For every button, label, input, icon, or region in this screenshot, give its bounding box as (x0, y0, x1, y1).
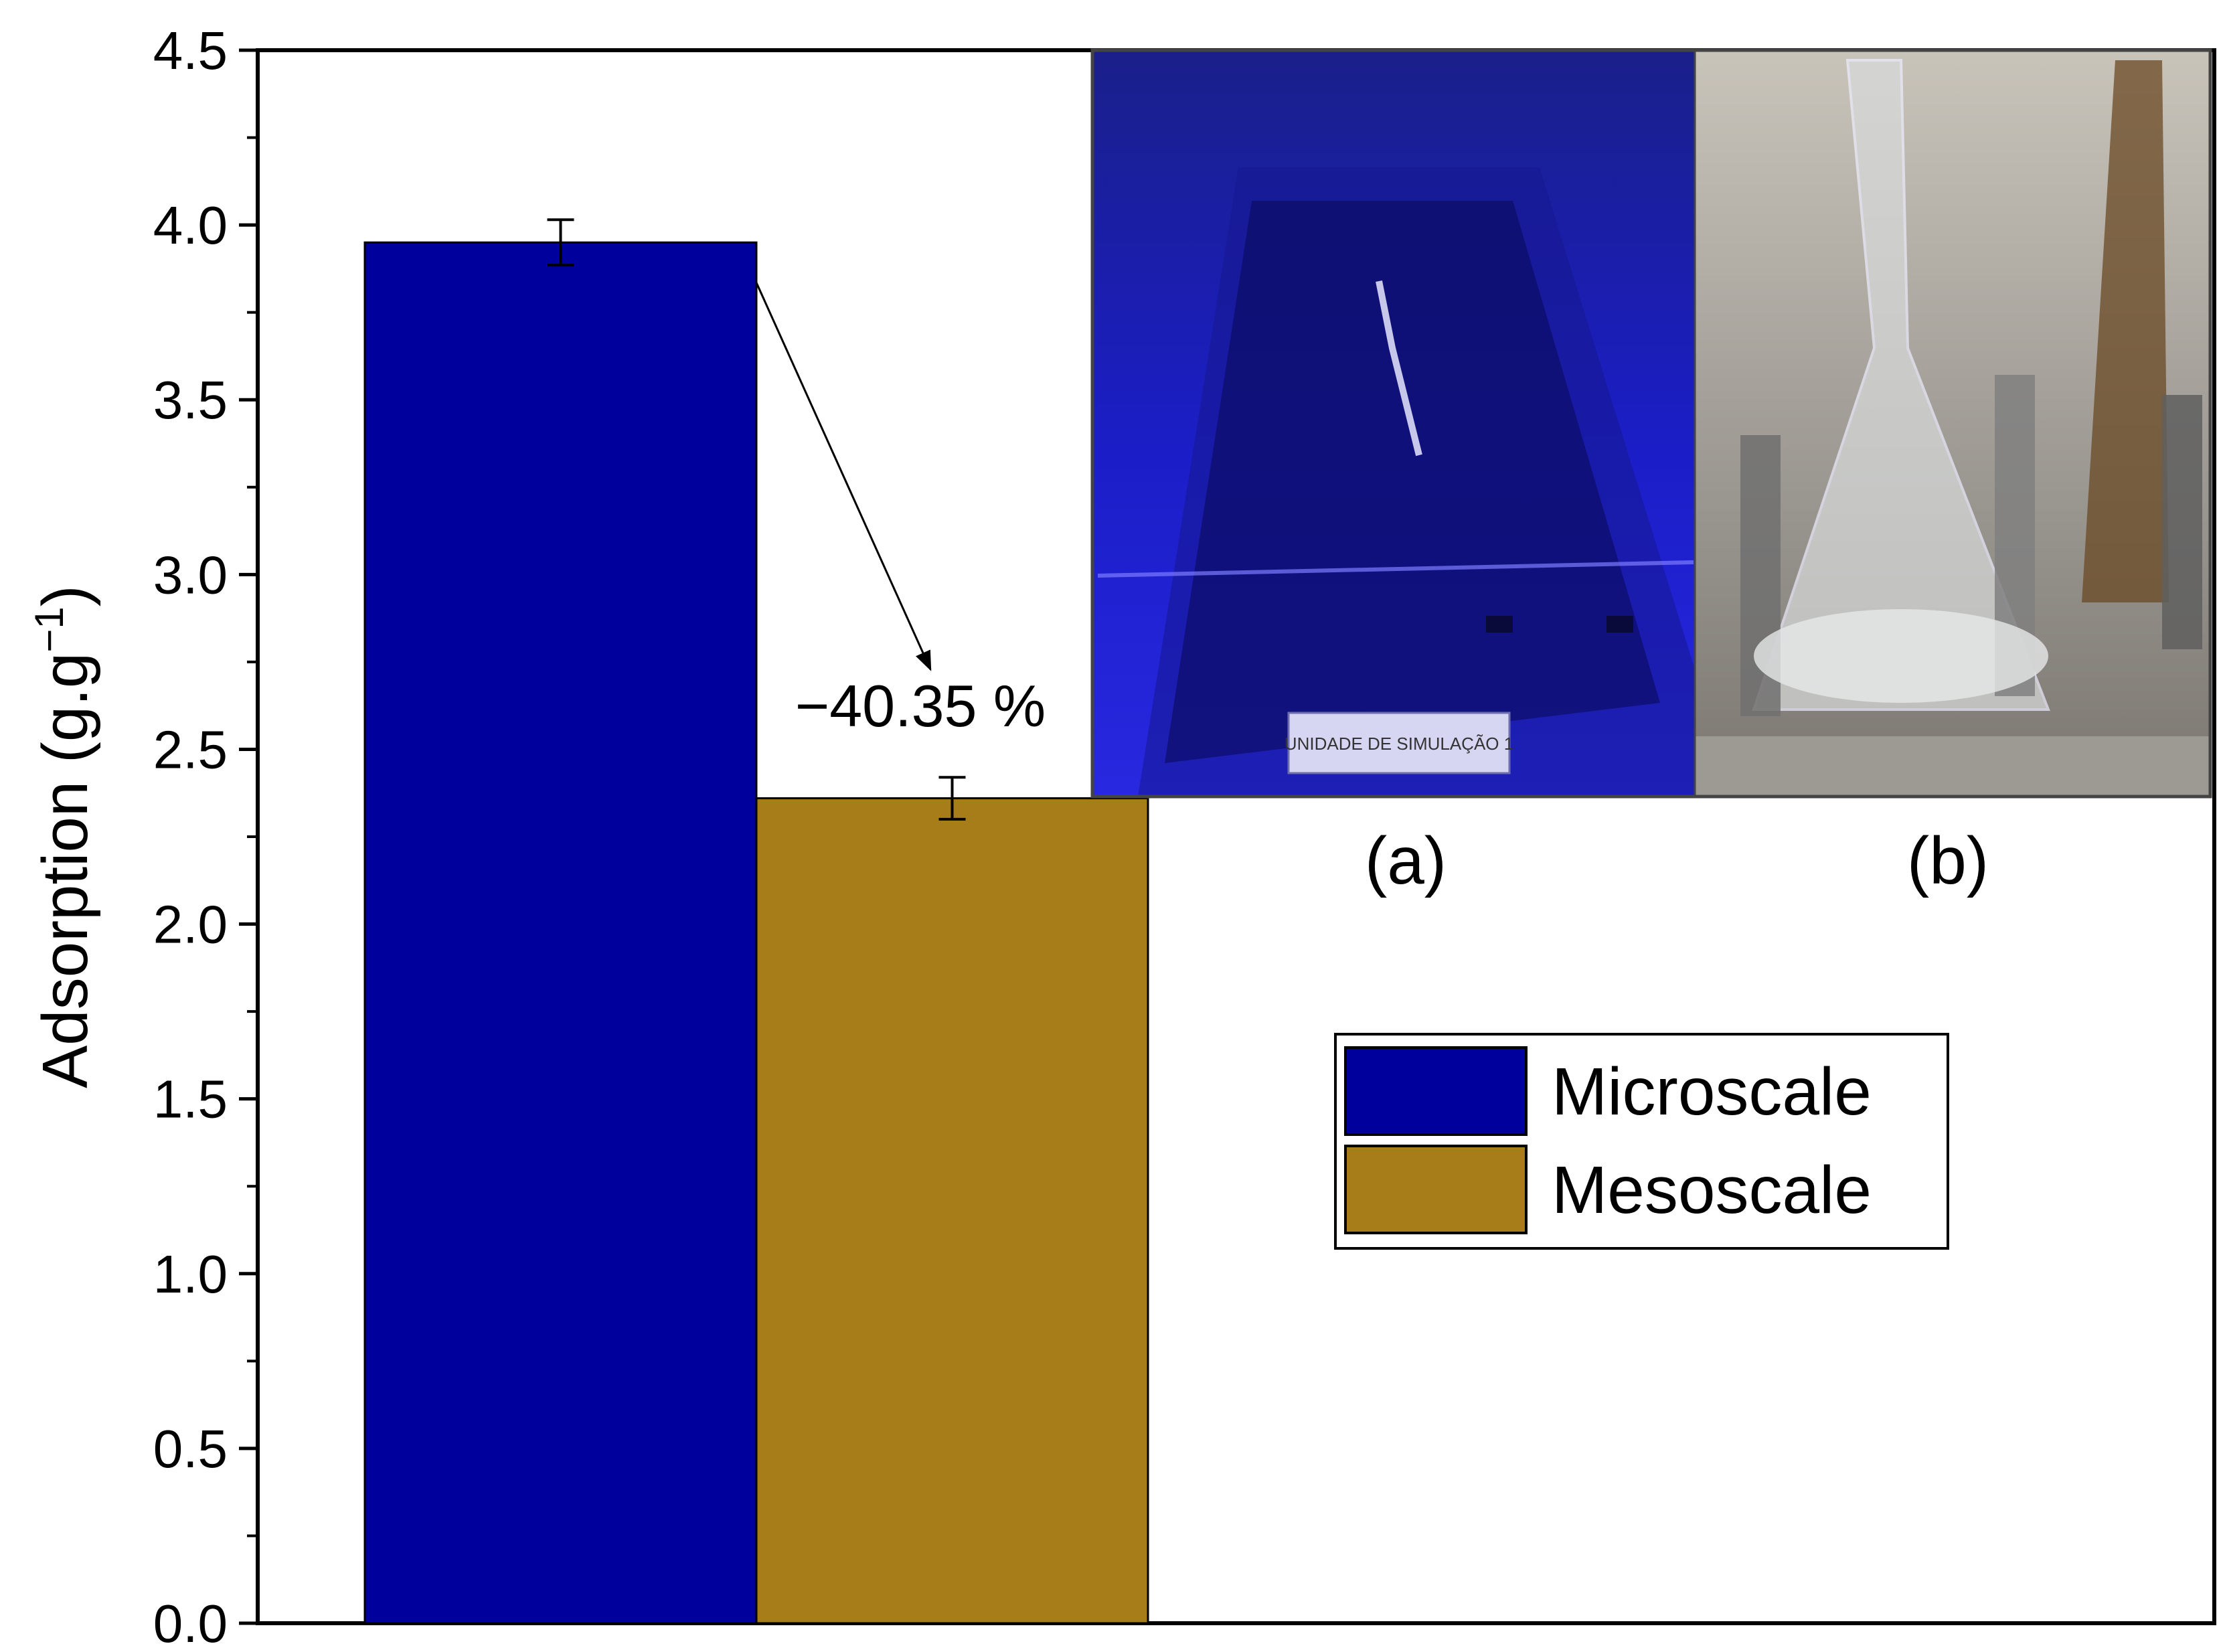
legend: Microscale Mesoscale (1334, 1033, 1949, 1250)
y-tick-label: 2.0 (153, 895, 228, 955)
reduction-annotation: −40.35 % (795, 673, 1046, 739)
bars-group (363, 241, 1149, 1625)
legend-label-microscale: Microscale (1552, 1054, 1872, 1129)
photo-b (1695, 50, 2210, 797)
inset-photos: UNIDADE DE SIMULAÇÃO 1 (1090, 48, 2212, 799)
y-tick-label: 0.0 (153, 1594, 228, 1652)
y-tick-label: 2.5 (153, 720, 228, 779)
y-tick-label: 4.0 (153, 195, 228, 255)
panel-label-b: (b) (1907, 823, 1989, 898)
reduction-arrow (755, 282, 932, 671)
legend-swatch-microscale (1344, 1046, 1528, 1136)
y-tick-label: 4.5 (153, 21, 228, 80)
legend-swatch-mesoscale (1344, 1145, 1528, 1234)
photo-a: UNIDADE DE SIMULAÇÃO 1 (1092, 50, 1695, 797)
error-bar-mesoscale (938, 776, 966, 821)
legend-label-mesoscale: Mesoscale (1552, 1153, 1872, 1228)
y-tick-label: 1.5 (153, 1070, 228, 1129)
error-bars-group (547, 218, 966, 821)
plate-sign-text: UNIDADE DE SIMULAÇÃO 1 (1285, 734, 1513, 754)
error-bar-microscale (547, 218, 574, 267)
bar-microscale (363, 241, 758, 1625)
bar-mesoscale (755, 797, 1149, 1625)
panel-label-a: (a) (1365, 823, 1447, 898)
plate-sign (1287, 712, 1511, 774)
y-tick-label: 0.5 (153, 1419, 228, 1479)
y-axis-title: Adsorption (g.g−1) (27, 585, 101, 1088)
y-tick-label: 3.5 (153, 370, 228, 430)
y-axis: 0.0 0.5 1.0 1.5 2.0 2.5 3.0 3.5 4.0 4.5 (153, 21, 258, 1652)
y-tick-label: 1.0 (153, 1244, 228, 1304)
y-tick-label: 3.0 (153, 545, 228, 604)
